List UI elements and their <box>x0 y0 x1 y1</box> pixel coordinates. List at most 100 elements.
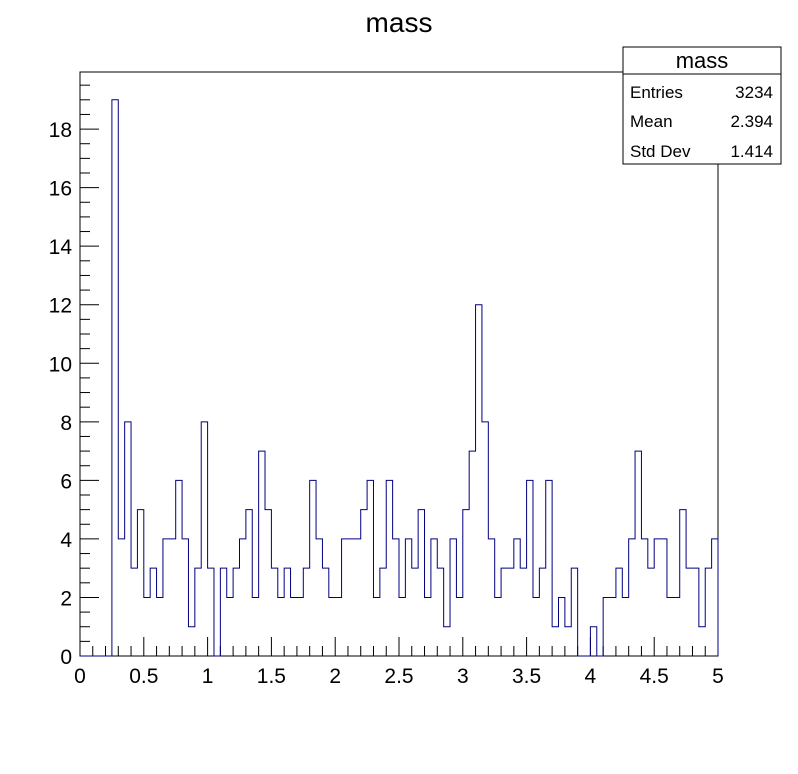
histogram-bin <box>418 510 424 656</box>
histogram-bin <box>610 597 616 656</box>
x-tick-label: 0.5 <box>129 665 158 688</box>
histogram-bin <box>291 597 297 656</box>
histogram-bin <box>310 480 316 656</box>
x-tick-label: 1 <box>202 665 214 688</box>
histogram-bin <box>514 539 520 656</box>
histogram-bin <box>393 539 399 656</box>
histogram-bin <box>380 568 386 656</box>
histogram-bin <box>399 597 405 656</box>
y-tick-label: 12 <box>49 295 72 318</box>
x-tick-label: 3 <box>457 665 469 688</box>
x-tick-label: 4.5 <box>640 665 669 688</box>
histogram-bin <box>425 597 431 656</box>
histogram-bin <box>469 451 475 656</box>
y-tick-label: 8 <box>60 412 72 435</box>
histogram-bin <box>220 568 226 656</box>
histogram-bin <box>354 539 360 656</box>
histogram-bin <box>603 597 609 656</box>
x-tick-label: 1.5 <box>257 665 286 688</box>
histogram-bin <box>265 510 271 656</box>
histogram-bin <box>629 539 635 656</box>
histogram-bin <box>667 597 673 656</box>
histogram-bin <box>278 597 284 656</box>
histogram-bin <box>163 539 169 656</box>
histogram-bin <box>590 627 596 656</box>
histogram-bin <box>507 568 513 656</box>
histogram-bin <box>488 539 494 656</box>
histogram-bin <box>329 597 335 656</box>
histogram-bin <box>539 568 545 656</box>
histogram-bin <box>342 539 348 656</box>
histogram-bin <box>641 539 647 656</box>
y-tick-label: 18 <box>49 119 72 142</box>
histogram-bin <box>527 480 533 656</box>
stats-entries-value: 3234 <box>735 83 773 102</box>
histogram-bin <box>252 597 258 656</box>
histogram-bin <box>616 568 622 656</box>
histogram-bin <box>303 568 309 656</box>
histogram-bin <box>367 480 373 656</box>
histogram-bin <box>661 539 667 656</box>
stats-box: mass Entries 3234 Mean 2.394 Std Dev 1.4… <box>622 46 782 165</box>
y-tick-label: 10 <box>49 353 72 376</box>
histogram-bin <box>144 597 150 656</box>
y-axis: 0 2 4 6 8 10 12 14 16 18 <box>49 84 99 669</box>
chart-title: mass <box>366 7 433 38</box>
histogram-bin <box>686 568 692 656</box>
histogram-bin <box>476 305 482 656</box>
histogram-bin <box>373 597 379 656</box>
histogram-bin <box>150 568 156 656</box>
histogram-bin <box>208 568 214 656</box>
stats-entries-label: Entries <box>630 83 683 102</box>
y-tick-label: 6 <box>60 470 72 493</box>
stats-mean-value: 2.394 <box>730 112 773 131</box>
histogram-bin <box>565 627 571 656</box>
histogram-bin <box>227 597 233 656</box>
histogram-bin <box>699 627 705 656</box>
histogram-bin <box>157 597 163 656</box>
histogram-bin <box>444 627 450 656</box>
histogram-bin <box>118 539 124 656</box>
histogram-bin <box>571 568 577 656</box>
x-tick-label: 0 <box>74 665 86 688</box>
histogram-bin <box>456 597 462 656</box>
y-tick-label: 2 <box>60 587 72 610</box>
histogram-bin <box>246 510 252 656</box>
histogram-bin <box>335 597 341 656</box>
histogram-bin <box>648 568 654 656</box>
stats-box-frame <box>622 46 782 165</box>
histogram-bin <box>182 539 188 656</box>
histogram-bin <box>405 539 411 656</box>
stats-mean-label: Mean <box>630 112 673 131</box>
histogram-bin <box>176 480 182 656</box>
histogram-bin <box>271 568 277 656</box>
x-tick-label: 5 <box>712 665 724 688</box>
histogram-bin <box>622 597 628 656</box>
y-tick-label: 4 <box>60 529 72 552</box>
histogram-bin <box>680 510 686 656</box>
stats-stddev-label: Std Dev <box>630 142 691 161</box>
histogram-bin <box>112 100 118 656</box>
histogram-bins <box>112 100 718 656</box>
histogram-bin <box>552 627 558 656</box>
histogram-series-line <box>80 99 719 657</box>
histogram-bin <box>125 422 131 656</box>
histogram-bin <box>559 597 565 656</box>
histogram-bin <box>546 480 552 656</box>
histogram-bin <box>705 568 711 656</box>
y-tick-label: 0 <box>60 646 72 669</box>
histogram-bin <box>284 568 290 656</box>
histogram-bin <box>635 451 641 656</box>
histogram-bin <box>495 597 501 656</box>
histogram-bin <box>520 568 526 656</box>
x-tick-label: 3.5 <box>512 665 541 688</box>
histogram-bin <box>463 510 469 656</box>
histogram-bin <box>195 568 201 656</box>
histogram-bin <box>482 422 488 656</box>
histogram-bin <box>361 510 367 656</box>
stats-box-title: mass <box>676 48 729 73</box>
histogram-bin <box>348 539 354 656</box>
y-tick-label: 16 <box>49 178 72 201</box>
